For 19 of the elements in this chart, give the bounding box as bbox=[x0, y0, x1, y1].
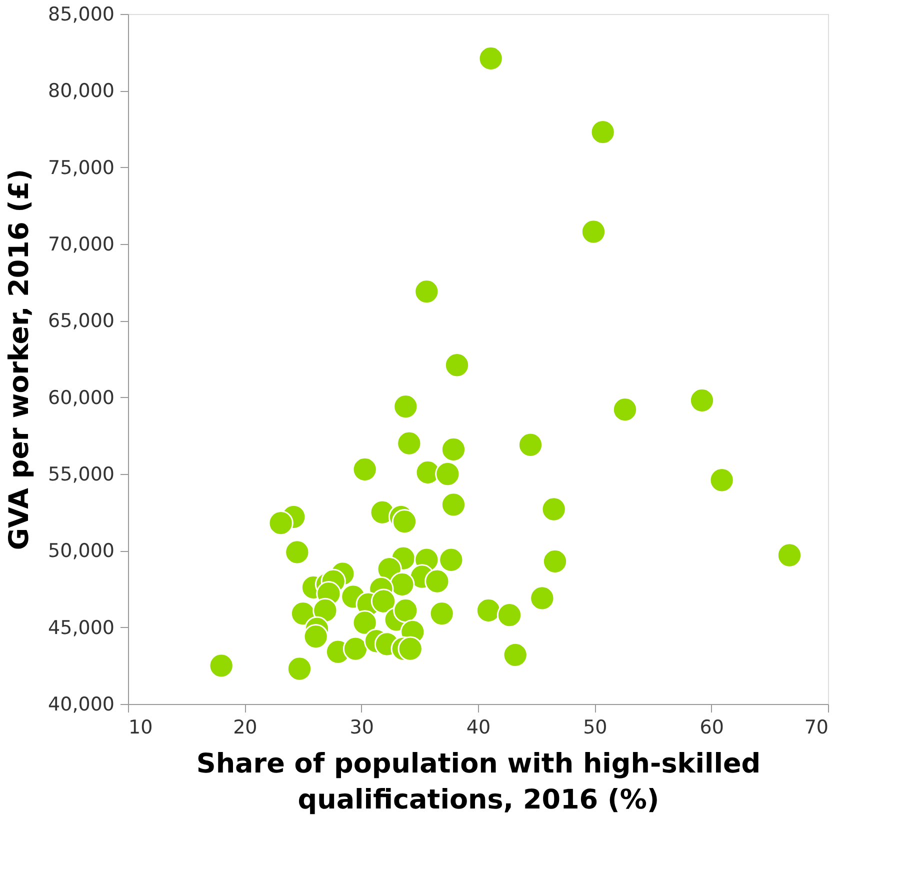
y-tick-label: 70,000 bbox=[48, 234, 114, 256]
x-tick-label: 70 bbox=[804, 716, 828, 738]
y-tick-label: 40,000 bbox=[48, 694, 114, 716]
y-tick-label: 55,000 bbox=[48, 464, 114, 486]
x-tick-label: 30 bbox=[350, 716, 374, 738]
x-tick-label: 10 bbox=[128, 716, 153, 738]
y-tick-label: 75,000 bbox=[48, 156, 114, 179]
y-tick-label: 50,000 bbox=[48, 540, 114, 562]
x-tick-label: 40 bbox=[466, 716, 491, 738]
y-axis-title: GVA per worker, 2016 (£) bbox=[4, 168, 36, 550]
y-tick-label: 45,000 bbox=[48, 616, 114, 639]
y-tick-label: 80,000 bbox=[48, 80, 114, 102]
y-tick-label: 65,000 bbox=[48, 310, 114, 332]
x-tick-label: 20 bbox=[233, 716, 258, 738]
x-axis-title: Share of population with high-skilled qualifications, 2016 (%) bbox=[196, 748, 761, 816]
y-tick-label: 60,000 bbox=[48, 386, 114, 409]
x-tick-label: 50 bbox=[583, 716, 608, 738]
x-tick-label: 60 bbox=[700, 716, 724, 738]
y-tick-label: 85,000 bbox=[48, 4, 114, 26]
